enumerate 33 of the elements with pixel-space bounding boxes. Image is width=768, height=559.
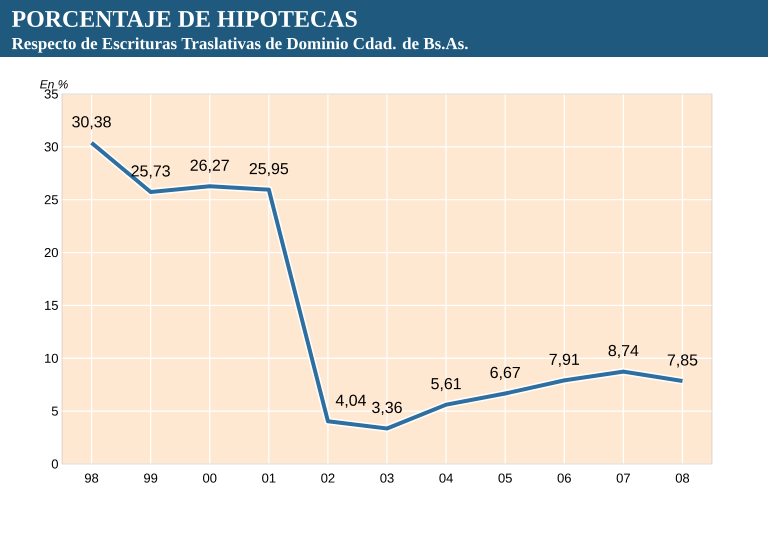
x-tick-label: 03 (380, 474, 394, 483)
data-label: 30,38 (72, 116, 111, 130)
data-label: 4,04 (336, 394, 366, 408)
data-label: 8,74 (608, 344, 638, 358)
data-label: 5,61 (431, 378, 461, 392)
data-label: 26,27 (190, 160, 229, 173)
data-label: 25,95 (250, 162, 288, 176)
y-tick-label: 5 (52, 406, 58, 416)
chart-title: PORCENTAJE DE HIPOTECAS (12, 10, 357, 28)
x-tick-label: 08 (676, 474, 690, 483)
y-tick-label: 10 (45, 354, 58, 363)
x-tick-label: 99 (144, 474, 158, 483)
y-axis-title: En % (40, 80, 68, 88)
y-tick-label: 0 (52, 459, 58, 469)
y-tick-label: 15 (45, 300, 58, 310)
x-tick-label: 00 (203, 474, 216, 483)
x-tick-label: 07 (616, 474, 630, 483)
data-label: 7,91 (550, 354, 579, 367)
y-tick-label: 20 (44, 248, 58, 258)
x-tick-label: 98 (84, 474, 98, 483)
data-label: 6,67 (490, 366, 520, 380)
x-tick-label: 01 (262, 474, 276, 483)
data-label: 7,85 (668, 354, 698, 368)
y-tick-label: 25 (44, 195, 58, 204)
x-tick-label: 06 (558, 474, 571, 483)
x-tick-label: 05 (498, 474, 512, 483)
data-label: 3,36 (372, 402, 402, 415)
y-tick-label: 30 (44, 142, 58, 152)
y-tick-label: 35 (44, 89, 58, 99)
data-label: 25,73 (131, 165, 170, 178)
x-tick-label: 04 (439, 474, 453, 483)
x-tick-label: 02 (321, 474, 334, 483)
chart-subtitle: Respecto de Escrituras Traslativas de Dominio Cdad. de Bs.As. (12, 37, 468, 53)
